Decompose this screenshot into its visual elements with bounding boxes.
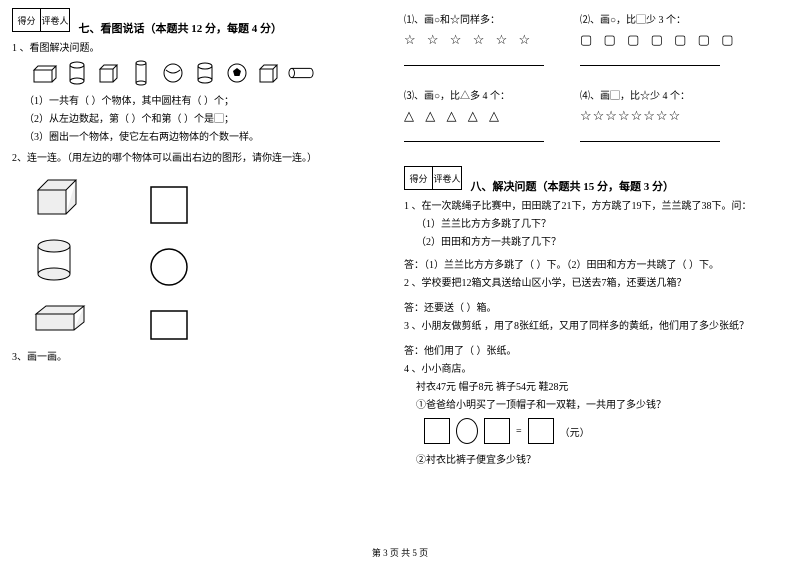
s8-q4-2: ②衬衣比裤子便宜多少钱？ [416,451,756,466]
cylinder2-icon [128,60,154,86]
section7-header: 得分 评卷人 七、看图说话（本题共 12 分，每题 4 分） [12,8,372,36]
draw-q4: ⑷、画▢，比☆少 4 个： ☆☆☆☆☆☆☆☆ [580,84,756,142]
draw-q2: ⑵、画○，比▢少 3 个： ▢ ▢ ▢ ▢ ▢ ▢ ▢ [580,8,756,66]
cube-3d-icon [32,174,82,218]
q2: 2、连一连。（用左边的哪个物体可以画出右边的图形，请你连一连。） [12,149,372,164]
circle-outline-icon [148,246,190,288]
d3: ⑶、画○，比△多 4 个： [404,87,580,102]
answer-line-1 [404,54,544,66]
answer-line-4 [580,130,720,142]
d1: ⑴、画○和☆同样多： [404,11,580,26]
s8-q1-1: （1）兰兰比方方多跳了几下？ [416,215,756,230]
grader-label-8: 评卷人 [433,167,461,189]
draw-q3: ⑶、画○，比△多 4 个： △ △ △ △ △ [404,84,580,142]
s8-q4: 4 、小小商店。 [404,360,756,375]
stars-1: ☆ ☆ ☆ ☆ ☆ ☆ [404,32,580,48]
score-box-8: 得分 评卷人 [404,166,462,190]
left-column: 得分 评卷人 七、看图说话（本题共 12 分，每题 4 分） 1 、看图解决问题… [0,0,384,565]
rect-outline-icon [148,308,190,344]
cylinder-icon [64,60,90,86]
connect-left [32,174,88,344]
connect-area [32,174,372,344]
s8-q4-items: 衬衣47元 帽子8元 裤子54元 鞋28元 [416,378,756,393]
answer-line-2 [580,54,720,66]
eq-op [456,418,478,444]
s8-q3: 3 、小朋友做剪纸 ，用了8张红纸，又用了同样多的黄纸，他们用了多少张纸？ [404,317,756,332]
draw-section: ⑴、画○和☆同样多： ☆ ☆ ☆ ☆ ☆ ☆ ⑵、画○，比▢少 3 个： ▢ ▢… [404,8,756,160]
cuboid-3d-icon [32,302,88,334]
eq-box-3 [528,418,554,444]
square-outline-icon [148,184,190,226]
squares-1: ▢ ▢ ▢ ▢ ▢ ▢ ▢ [580,32,756,48]
unit-label: （元） [560,424,590,439]
score-box-7: 得分 评卷人 [12,8,70,32]
grader-label: 评卷人 [41,9,69,31]
draw-q1: ⑴、画○和☆同样多： ☆ ☆ ☆ ☆ ☆ ☆ [404,8,580,66]
section8-header: 得分 评卷人 八、解决问题（本题共 15 分，每题 3 分） [404,166,756,194]
q1-2: （2）从左边数起，第（ ）个和第（ ）个是▢； [24,110,372,125]
shapes-row [32,60,372,86]
eq-box-1 [424,418,450,444]
q1-3: （3）圈出一个物体，使它左右两边物体的个数一样。 [24,128,372,143]
cube2-icon [256,60,282,86]
triangles-1: △ △ △ △ △ [404,108,580,124]
ball-icon [160,60,186,86]
score-label-8: 得分 [405,167,433,189]
cylinder-3d-icon [32,238,82,282]
s8-a2: 答：还要送（ ）箱。 [404,299,756,314]
d2: ⑵、画○，比▢少 3 个： [580,11,756,26]
stars-2: ☆☆☆☆☆☆☆☆ [580,108,756,124]
answer-line-3 [404,130,544,142]
q3: 3、画一画。 [12,348,372,363]
right-column: ⑴、画○和☆同样多： ☆ ☆ ☆ ☆ ☆ ☆ ⑵、画○，比▢少 3 个： ▢ ▢… [384,0,768,565]
s8-a3: 答：他们用了（ ）张纸。 [404,342,756,357]
s8-q1-2: （2）田田和方方一共跳了几下？ [416,233,756,248]
s8-q4-1: ①爸爸给小明买了一顶帽子和一双鞋，一共用了多少钱？ [416,396,756,411]
score-label: 得分 [13,9,41,31]
s8-a1: 答：（1）兰兰比方方多跳了（ ）下。（2）田田和方方一共跳了（ ）下。 [404,256,756,271]
s8-q1: 1 、在一次跳绳子比赛中，田田跳了21下，方方跳了19下，兰兰跳了38下。问： [404,197,756,212]
cylinder3-icon [192,60,218,86]
eq-box-2 [484,418,510,444]
equals-sign: = [516,426,522,437]
d4: ⑷、画▢，比☆少 4 个： [580,87,756,102]
section7-title: 七、看图说话（本题共 12 分，每题 4 分） [79,20,283,36]
section8-title: 八、解决问题（本题共 15 分，每题 3 分） [471,178,675,194]
page-footer: 第 3 页 共 5 页 [0,546,800,559]
equation-boxes: = （元） [424,418,590,444]
s8-q2: 2 、学校要把12箱文具送给山区小学，已送去7箱，还要送几箱？ [404,274,756,289]
cube-icon [96,60,122,86]
cylinder4-icon [288,60,314,86]
soccer-icon [224,60,250,86]
q1: 1 、看图解决问题。 [12,39,372,54]
connect-right [148,174,190,344]
q1-1: （1）一共有（ ）个物体，其中圆柱有（ ）个； [24,92,372,107]
cuboid-icon [32,60,58,86]
